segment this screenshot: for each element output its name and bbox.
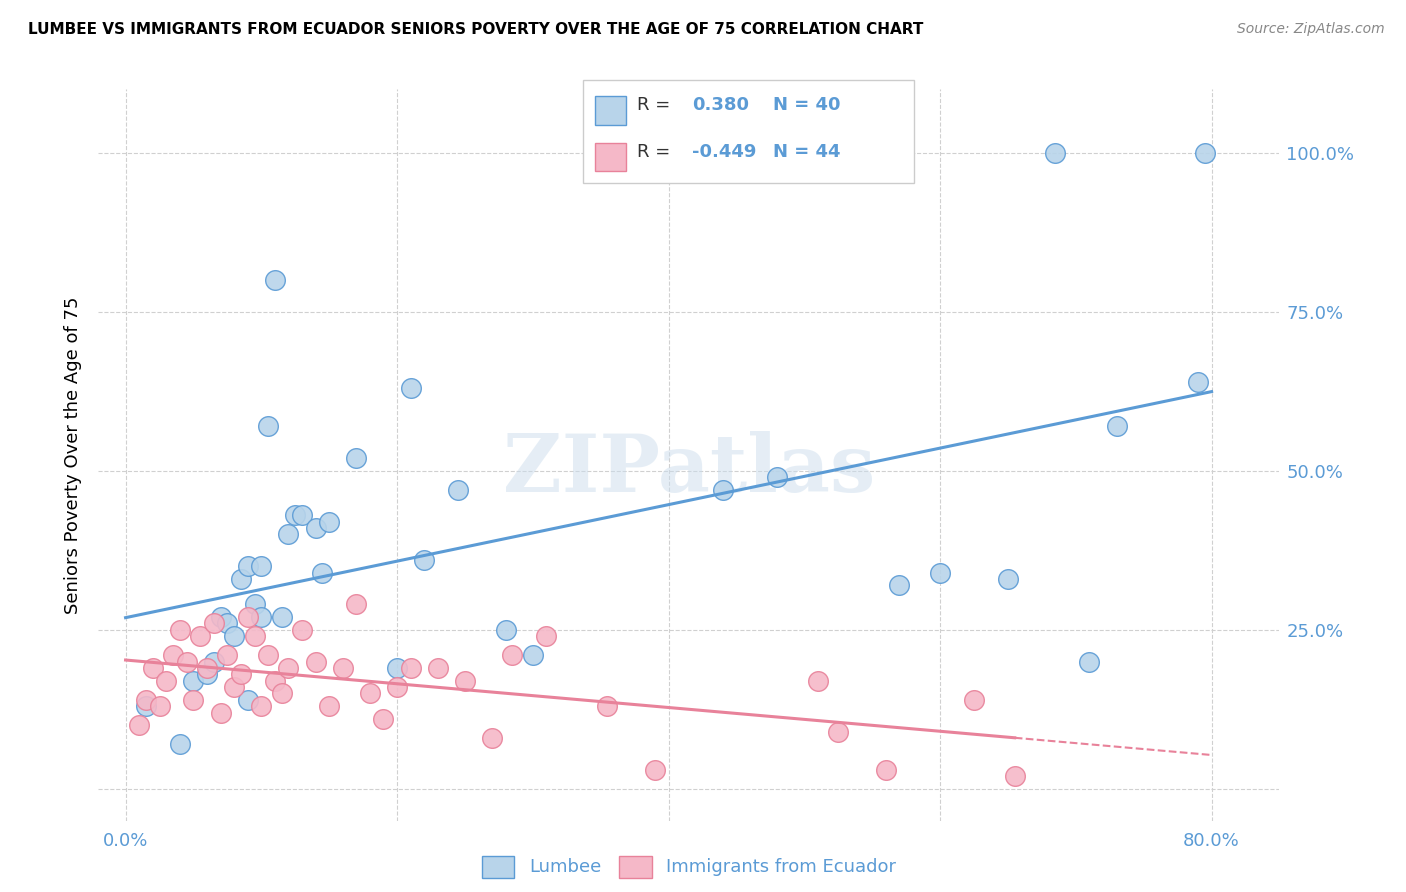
Point — [257, 648, 280, 663]
Point — [344, 598, 367, 612]
Point — [188, 629, 211, 643]
Point — [481, 731, 503, 745]
Text: R =: R = — [637, 143, 676, 161]
Point — [399, 661, 422, 675]
Point — [318, 515, 340, 529]
Point — [454, 673, 477, 688]
Point — [229, 572, 252, 586]
Point — [176, 655, 198, 669]
Text: R =: R = — [637, 96, 676, 114]
Point — [209, 610, 232, 624]
Point — [250, 559, 273, 574]
Point — [183, 673, 205, 688]
Point — [304, 655, 326, 669]
Point — [243, 598, 266, 612]
Text: N = 40: N = 40 — [773, 96, 841, 114]
Point — [1105, 419, 1128, 434]
Point — [209, 706, 232, 720]
Point — [224, 629, 246, 643]
Point — [929, 566, 952, 580]
Point — [202, 655, 225, 669]
Point — [644, 763, 666, 777]
Point — [250, 610, 273, 624]
Point — [318, 699, 340, 714]
Point — [142, 661, 165, 675]
Point — [1045, 145, 1067, 160]
Point — [217, 648, 239, 663]
Point — [264, 673, 287, 688]
Legend: Lumbee, Immigrants from Ecuador: Lumbee, Immigrants from Ecuador — [475, 848, 903, 885]
Point — [277, 527, 299, 541]
Point — [536, 629, 558, 643]
Point — [344, 451, 367, 466]
Point — [236, 693, 259, 707]
Point — [291, 508, 314, 523]
Point — [169, 623, 191, 637]
Point — [596, 699, 619, 714]
Point — [284, 508, 307, 523]
Point — [270, 610, 292, 624]
Point — [195, 667, 218, 681]
Point — [522, 648, 544, 663]
Point — [162, 648, 184, 663]
Point — [889, 578, 911, 592]
Text: ZIPatlas: ZIPatlas — [503, 431, 875, 508]
Point — [711, 483, 734, 497]
Text: Source: ZipAtlas.com: Source: ZipAtlas.com — [1237, 22, 1385, 37]
Point — [311, 566, 333, 580]
Point — [875, 763, 897, 777]
Point — [264, 273, 287, 287]
Point — [385, 680, 408, 694]
Point — [1004, 769, 1026, 783]
Point — [1194, 145, 1216, 160]
Point — [1187, 375, 1209, 389]
Point — [195, 661, 218, 675]
Point — [277, 661, 299, 675]
Point — [997, 572, 1019, 586]
Point — [413, 553, 436, 567]
Point — [495, 623, 517, 637]
Text: 0.380: 0.380 — [692, 96, 749, 114]
Point — [399, 381, 422, 395]
Point — [135, 693, 157, 707]
Point — [501, 648, 523, 663]
Point — [426, 661, 449, 675]
Point — [202, 616, 225, 631]
Point — [291, 623, 314, 637]
Text: -0.449: -0.449 — [692, 143, 756, 161]
Y-axis label: Seniors Poverty Over the Age of 75: Seniors Poverty Over the Age of 75 — [65, 296, 83, 614]
Point — [359, 686, 381, 700]
Point — [807, 673, 830, 688]
Text: N = 44: N = 44 — [773, 143, 841, 161]
Point — [257, 419, 280, 434]
Point — [373, 712, 395, 726]
Point — [332, 661, 354, 675]
Point — [1078, 655, 1101, 669]
Point — [217, 616, 239, 631]
Point — [304, 521, 326, 535]
Point — [224, 680, 246, 694]
Text: LUMBEE VS IMMIGRANTS FROM ECUADOR SENIORS POVERTY OVER THE AGE OF 75 CORRELATION: LUMBEE VS IMMIGRANTS FROM ECUADOR SENIOR… — [28, 22, 924, 37]
Point — [270, 686, 292, 700]
Point — [236, 610, 259, 624]
Point — [250, 699, 273, 714]
Point — [236, 559, 259, 574]
Point — [447, 483, 470, 497]
Point — [128, 718, 150, 732]
Point — [827, 724, 849, 739]
Point — [766, 470, 789, 484]
Point — [148, 699, 170, 714]
Point — [385, 661, 408, 675]
Point — [135, 699, 157, 714]
Point — [183, 693, 205, 707]
Point — [169, 737, 191, 751]
Point — [155, 673, 177, 688]
Point — [963, 693, 986, 707]
Point — [243, 629, 266, 643]
Point — [229, 667, 252, 681]
